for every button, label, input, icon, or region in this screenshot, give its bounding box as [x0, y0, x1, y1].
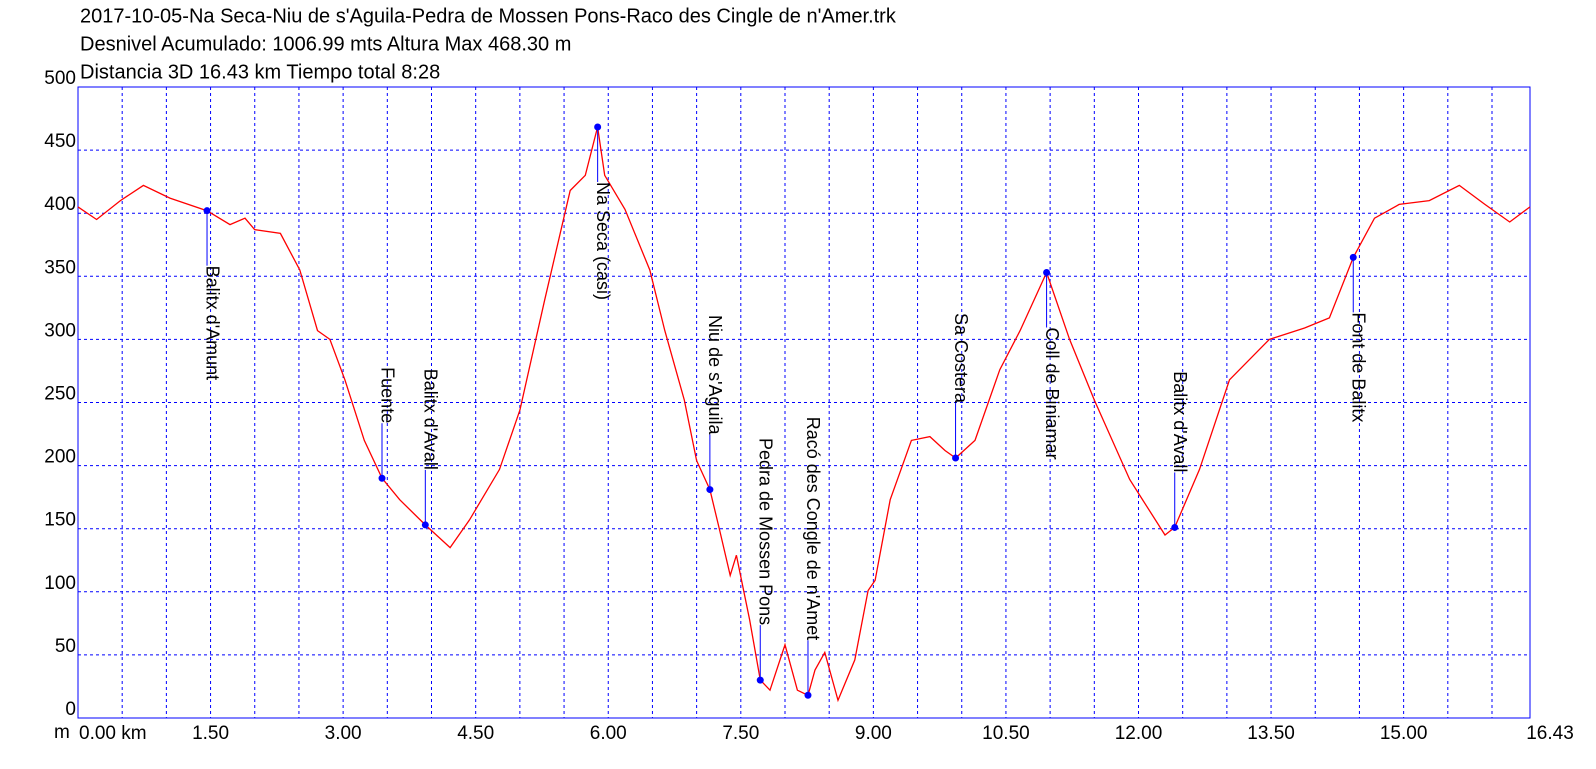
plot-frame	[77, 86, 1531, 719]
x-tick-label: 4.50	[457, 723, 494, 744]
waypoint-label: Coll de Biniamar	[1042, 328, 1062, 460]
y-tick-label: 50	[55, 636, 76, 657]
x-tick-label: 12.00	[1115, 723, 1163, 744]
title-line: Distancia 3D 16.43 km Tiempo total 8:28	[80, 61, 440, 83]
waypoint-label: Balitx d'Avall	[421, 369, 441, 470]
y-tick-label: 500	[44, 68, 76, 89]
waypoint	[1043, 269, 1051, 277]
waypoint	[421, 521, 429, 529]
waypoint-label: Niu de s'Aguila	[705, 315, 725, 435]
x-tick-label: 1.50	[192, 723, 229, 744]
y-tick-label: 0	[65, 699, 76, 720]
x-tick-label: 15.00	[1380, 723, 1428, 744]
y-tick-label: 450	[44, 131, 76, 152]
title-line: 2017-10-05-Na Seca-Niu de s'Aguila-Pedra…	[80, 5, 897, 27]
waypoint	[804, 691, 812, 699]
x-tick-label: 10.50	[982, 723, 1030, 744]
y-tick-label: 400	[44, 194, 76, 215]
waypoint	[1171, 523, 1179, 531]
waypoint	[952, 454, 960, 462]
waypoint-label: Pedra de Mossen Pons	[756, 438, 776, 625]
y-tick-label: 250	[44, 384, 76, 405]
waypoint	[1349, 253, 1357, 261]
waypoint	[706, 486, 714, 494]
x-tick-label: 16.43	[1526, 723, 1574, 744]
waypoint-label: Sa Costera	[951, 313, 971, 404]
waypoint	[756, 676, 764, 684]
waypoint-label: Font de Balitx	[1349, 312, 1369, 422]
title-line: Desnivel Acumulado: 1006.99 mts Altura M…	[80, 33, 571, 55]
y-tick-label: 200	[44, 447, 76, 468]
x-tick-label: 6.00	[590, 723, 627, 744]
waypoint-label: Balitx d'Amunt	[202, 266, 222, 381]
y-unit: m	[54, 722, 70, 743]
y-tick-label: 150	[44, 510, 76, 531]
waypoint	[203, 207, 211, 215]
waypoint-label: Fuente	[377, 367, 397, 423]
x-tick-label: 9.00	[855, 723, 892, 744]
x-tick-label: 0.00 km	[79, 723, 147, 744]
x-tick-label: 13.50	[1247, 723, 1295, 744]
waypoint-label: Na Seca (casi)	[593, 182, 613, 300]
x-tick-label: 3.00	[325, 723, 362, 744]
y-tick-label: 300	[44, 320, 76, 341]
waypoint	[594, 123, 602, 131]
waypoint	[378, 474, 386, 482]
x-tick-label: 7.50	[722, 723, 759, 744]
waypoint-label: Balitx d'Avall	[1170, 371, 1190, 472]
waypoint-label: Racó des Congle de n'Amet	[803, 417, 823, 641]
y-tick-label: 100	[44, 573, 76, 594]
y-tick-label: 350	[44, 257, 76, 278]
